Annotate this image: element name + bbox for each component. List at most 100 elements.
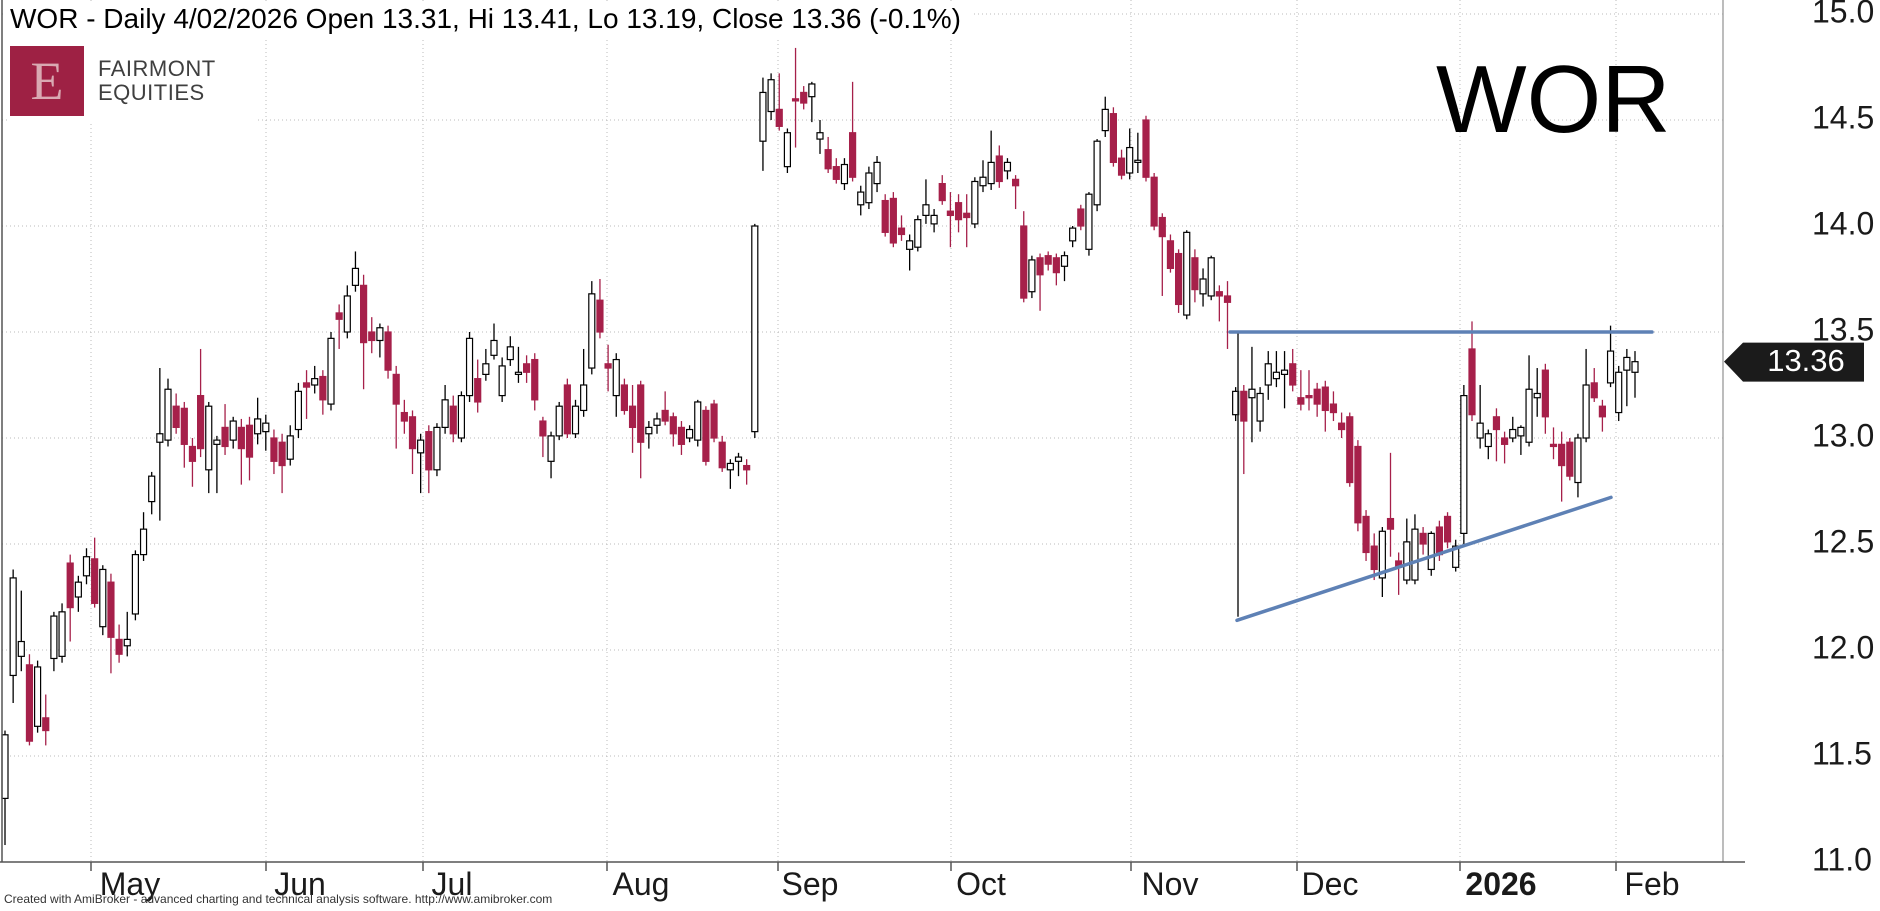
candle-down bbox=[1011, 178, 1020, 187]
candle-down bbox=[800, 91, 808, 104]
candle-down bbox=[946, 210, 955, 217]
candle-down bbox=[1598, 405, 1607, 418]
x-axis-label: Jul bbox=[432, 866, 473, 902]
candle-down bbox=[1566, 441, 1574, 477]
candle-up bbox=[123, 638, 131, 647]
candle-up bbox=[547, 435, 555, 462]
symbol-watermark: WOR bbox=[1436, 46, 1671, 153]
candle-up bbox=[1525, 388, 1533, 443]
candle-down bbox=[661, 409, 669, 422]
candle-up bbox=[1403, 541, 1411, 581]
candle-down bbox=[1337, 422, 1346, 431]
candle-down bbox=[25, 664, 34, 742]
candle-down bbox=[384, 331, 392, 371]
y-axis-label: 13.5 bbox=[1812, 311, 1874, 347]
candle-up bbox=[82, 556, 91, 577]
candle-up bbox=[751, 225, 759, 433]
candle-down bbox=[360, 284, 368, 344]
candle-up bbox=[1460, 395, 1468, 535]
price-tag-value: 13.36 bbox=[1767, 343, 1845, 378]
x-axis-labels: May Jun Jul Aug Sep Oct Nov Dec 2026 Feb bbox=[100, 866, 1680, 902]
candle-down bbox=[677, 426, 686, 445]
candle-down bbox=[1419, 532, 1427, 545]
candle-up bbox=[1069, 227, 1077, 242]
candle-down bbox=[620, 384, 629, 412]
x-axis-label: Sep bbox=[782, 866, 839, 902]
candle-up bbox=[1615, 371, 1623, 414]
candle-down bbox=[995, 155, 1003, 183]
candle-up bbox=[1606, 350, 1615, 384]
candle-up bbox=[1256, 392, 1264, 422]
candle-up bbox=[734, 456, 743, 462]
candle-up bbox=[588, 293, 596, 369]
candle-down bbox=[1549, 443, 1558, 448]
candle-up bbox=[612, 358, 620, 397]
candle-down bbox=[1313, 388, 1321, 405]
candle-down bbox=[1044, 255, 1052, 265]
candle-down bbox=[319, 375, 327, 401]
trendlines bbox=[1228, 330, 1654, 623]
candle-up bbox=[1427, 532, 1435, 571]
candle-down bbox=[775, 108, 783, 127]
y-axis-labels: 15.0 14.5 14.0 13.5 13.0 12.5 12.0 11.5 11.0 bbox=[1812, 0, 1874, 877]
candle-down bbox=[963, 212, 971, 219]
candle-down bbox=[832, 166, 840, 180]
candle-up bbox=[1134, 159, 1142, 163]
candle-down bbox=[824, 149, 832, 170]
candle-up bbox=[873, 161, 881, 185]
candle-down bbox=[522, 363, 531, 373]
candle-up bbox=[327, 337, 335, 405]
candle-up bbox=[840, 163, 849, 185]
candle-up bbox=[694, 401, 702, 441]
candle-down bbox=[1223, 295, 1232, 303]
candle-down bbox=[938, 183, 946, 202]
candle-up bbox=[506, 346, 514, 361]
candle-down bbox=[628, 405, 637, 429]
candle-down bbox=[197, 395, 205, 450]
candle-up bbox=[767, 79, 775, 113]
candle-down bbox=[449, 405, 457, 435]
x-axis-label: May bbox=[100, 866, 160, 902]
candle-up bbox=[1623, 356, 1631, 371]
candle-up bbox=[1085, 193, 1093, 250]
candle-down bbox=[848, 132, 857, 178]
candle-down bbox=[392, 373, 400, 405]
candle-down bbox=[1109, 113, 1118, 163]
logo-line2: EQUITIES bbox=[98, 80, 205, 105]
candle-up bbox=[50, 615, 58, 660]
candle-up bbox=[1, 734, 9, 799]
candle-up bbox=[74, 581, 82, 598]
candle-down bbox=[1321, 386, 1329, 412]
candle-up bbox=[816, 132, 824, 140]
candle-up bbox=[1183, 231, 1191, 316]
candle-down bbox=[1150, 176, 1158, 227]
x-axis-label: Nov bbox=[1142, 866, 1199, 902]
candle-up bbox=[1060, 255, 1069, 267]
candle-up bbox=[376, 327, 384, 342]
candle-up bbox=[433, 426, 441, 471]
candle-up bbox=[1003, 161, 1012, 172]
y-axis-label: 11.5 bbox=[1812, 735, 1872, 771]
candle-up bbox=[857, 191, 865, 206]
candle-up bbox=[645, 426, 653, 435]
candle-down bbox=[1142, 119, 1150, 178]
candle-down bbox=[1386, 517, 1395, 530]
candle-down bbox=[180, 407, 188, 445]
candle-up bbox=[1280, 369, 1289, 376]
candle-down bbox=[425, 431, 433, 471]
candle-up bbox=[139, 528, 148, 556]
candle-down bbox=[881, 199, 889, 233]
price-axis-tag: 13.36 bbox=[1724, 342, 1864, 382]
candle-down bbox=[1346, 416, 1354, 484]
y-axis-label: 14.0 bbox=[1812, 205, 1874, 241]
amibroker-credit: Created with AmiBroker - advanced charti… bbox=[4, 892, 553, 906]
candle-up bbox=[971, 180, 979, 225]
candle-up bbox=[1509, 428, 1517, 439]
x-axis-label: Feb bbox=[1624, 866, 1679, 902]
candle-up bbox=[156, 433, 164, 443]
candle-up bbox=[1264, 363, 1272, 386]
candle-up bbox=[1452, 545, 1460, 568]
candle-up bbox=[205, 405, 213, 471]
fairmont-logo-icon: E bbox=[10, 46, 84, 116]
